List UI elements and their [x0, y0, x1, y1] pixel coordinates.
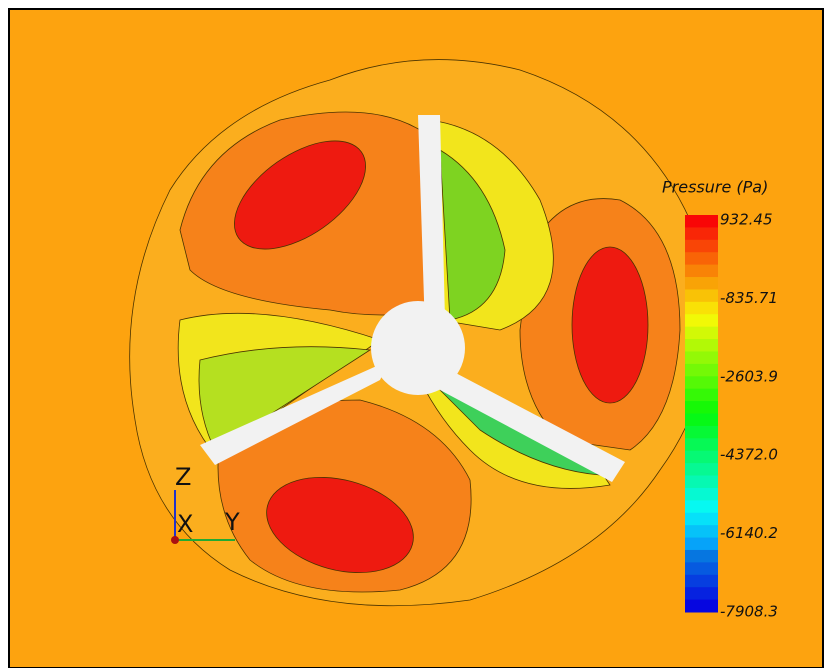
colorbar-band	[685, 550, 718, 563]
colorbar-band	[685, 289, 718, 302]
colorbar-label: -7908.3	[720, 603, 778, 621]
colorbar-band	[685, 227, 718, 240]
colorbar-band	[685, 438, 718, 451]
colorbar-label: -4372.0	[720, 446, 778, 464]
colorbar-label: 932.45	[720, 211, 773, 229]
colorbar-band	[685, 463, 718, 476]
pressure-view: Z X Y Pressure (Pa) 932.45 -835.71 -2603.9…	[0, 0, 826, 668]
colorbar-label: -6140.2	[720, 524, 778, 542]
colorbar-band	[685, 302, 718, 315]
hub	[371, 301, 465, 395]
colorbar-band	[685, 500, 718, 513]
axis-label: Z	[175, 463, 191, 491]
colorbar-band	[685, 327, 718, 340]
colorbar-band	[685, 215, 718, 228]
colorbar-band	[685, 339, 718, 352]
page: Z X Y Pressure (Pa) 932.45 -835.71 -2603.9…	[0, 0, 826, 668]
colorbar-band	[685, 376, 718, 389]
colorbar-band	[685, 277, 718, 290]
colorbar-band	[685, 314, 718, 327]
colorbar-band	[685, 389, 718, 402]
colorbar-band	[685, 476, 718, 489]
colorbar-band	[685, 240, 718, 253]
legend-title: Pressure (Pa)	[662, 178, 768, 197]
colorbar-band	[685, 525, 718, 538]
high-region	[572, 247, 648, 403]
colorbar-band	[685, 538, 718, 551]
colorbar-band	[685, 513, 718, 526]
colorbar-band	[685, 401, 718, 414]
colorbar-band	[685, 488, 718, 501]
colorbar-band	[685, 562, 718, 575]
colorbar-band	[685, 575, 718, 588]
colorbar-band	[685, 426, 718, 439]
colorbar-band	[685, 587, 718, 600]
colorbar-band	[685, 451, 718, 464]
axis-label: Y	[224, 508, 240, 536]
colorbar-band	[685, 364, 718, 377]
colorbar-label: -2603.9	[720, 367, 778, 385]
colorbar-band	[685, 351, 718, 364]
colorbar-band	[685, 265, 718, 278]
colorbar-band	[685, 252, 718, 265]
colorbar-band	[685, 600, 718, 613]
axis-label: X	[177, 510, 193, 538]
colorbar-label: -835.71	[720, 289, 778, 307]
colorbar-band	[685, 414, 718, 427]
